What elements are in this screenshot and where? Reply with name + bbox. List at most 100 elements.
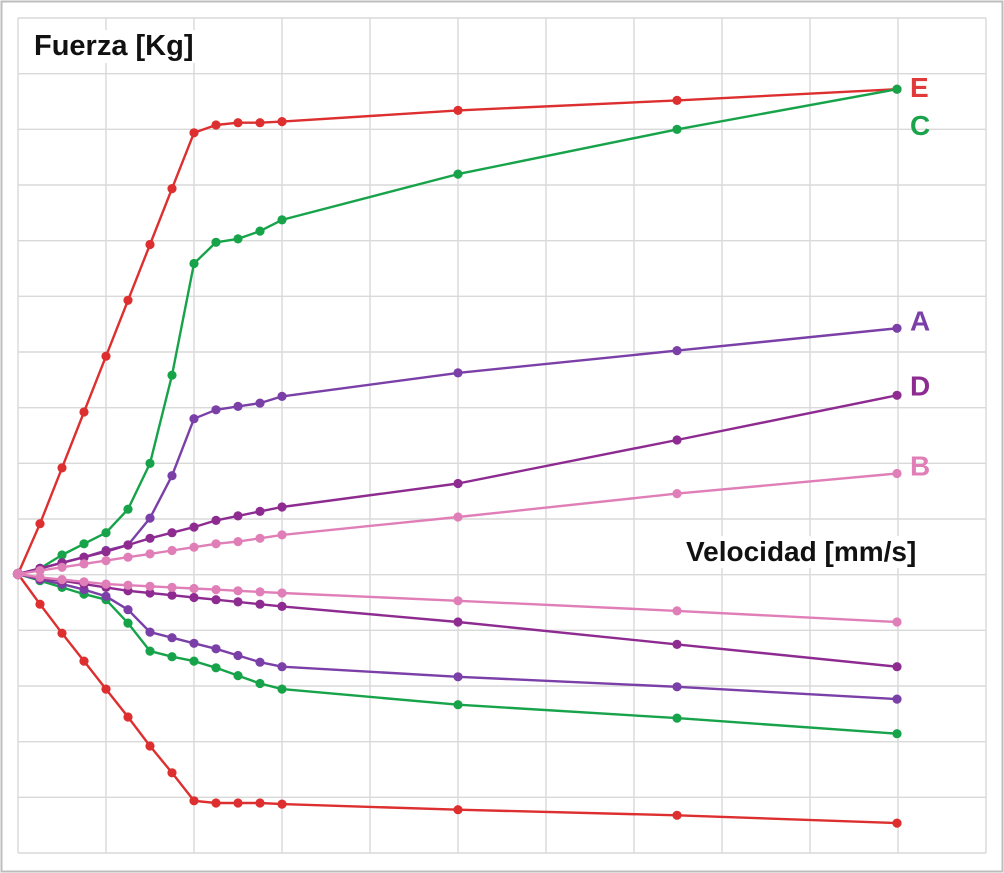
series-E-lower-point [57,628,67,638]
series-A-lower-point [167,633,177,643]
series-E-upper-point [167,184,177,194]
series-D-upper-point [233,511,243,521]
series-A-lower-point [101,591,111,601]
series-B-lower-point [167,582,177,593]
series-D-lower-point [453,617,463,627]
series-E-upper-point [57,463,67,473]
series-B-lower-point [57,575,67,585]
series-C-lower-point [167,652,177,662]
series-D-lower-line [17,572,898,668]
series-D-upper-point [123,540,133,550]
series-C-upper-line [17,88,898,576]
series-D-upper-line [17,394,898,576]
series-B-lower-point [453,596,463,606]
series-A-upper-point [453,368,463,378]
series-A-lower-point [211,644,221,654]
series-D-lower-point [145,588,155,598]
x-axis-label: Velocidad [mm/s] [684,536,919,568]
series-E-upper-point [189,128,199,138]
series-D-upper-point [211,515,221,526]
series-E-upper-point [211,120,221,130]
series-D-upper-point [167,528,177,538]
series-D-upper-point [255,506,265,516]
series-A-upper-point [145,513,155,523]
series-C-upper-point [211,237,221,247]
series-B-lower-point [101,579,111,589]
series-B-upper-point [35,566,45,576]
series-D-upper-point [453,478,463,489]
series-A-lower-point [255,657,265,667]
series-B-upper-point [255,533,265,543]
series-A-lower-point [892,694,902,704]
series-A-lower-point [145,627,155,637]
series-E-lower-point [672,810,682,820]
series-A-lower-point [277,662,287,672]
series-C-lower-point [892,729,902,739]
series-A-upper-point [167,471,177,481]
series-C-upper-point [145,458,155,468]
series-E-upper-point [277,117,287,127]
series-C-lower-point [123,618,133,628]
series-C-upper-point [255,226,265,236]
series-D-lower-point [167,590,177,600]
series-E-lower-point [255,798,265,808]
series-C-upper-point [167,370,177,380]
series-E-lower-point [123,712,133,722]
series-C-lower-point [672,713,682,723]
series-A-lower-line [17,572,898,701]
series-B-upper-point [123,552,133,562]
series-E-upper-point [453,105,463,115]
series-D-lower-point [892,662,902,672]
series-A-upper-point [189,414,199,424]
series-E-lower-point [453,805,463,815]
series-C-lower-point [145,646,155,656]
series-B-upper-point [167,545,177,556]
series-C-upper-point [57,550,67,560]
series-A-upper-point [277,391,287,401]
series-B-upper-point [892,468,902,479]
series-D-upper-point [892,390,902,400]
series-E-lower-point [211,798,221,808]
series-A-upper-point [211,405,221,415]
series-label-E: E [910,72,929,103]
series-A-lower-point [453,672,463,682]
series-E-upper-point [79,407,89,417]
series-B-lower-point [35,572,45,583]
series-D-upper-point [672,435,682,445]
series-B-lower-point [892,617,902,627]
series-C-upper-point [453,169,463,179]
series-B-lower-line [17,572,898,624]
series-A-upper-point [233,401,243,411]
series-C-upper-point [672,124,682,134]
series-D-lower-point [211,595,221,605]
series-C-lower-point [255,678,265,689]
series-C-lower-point [233,671,243,681]
series-E-lower-point [101,684,111,694]
series-C-lower-point [453,700,463,710]
series-D-upper-point [101,547,111,557]
series-D-lower-point [277,601,287,612]
series-B-lower-point [672,606,682,616]
series-B-lower-point [255,587,265,597]
series-A-upper-point [255,398,265,408]
y-axis-label: Fuerza [Kg] [32,30,196,63]
series-label-A: A [910,305,930,336]
series-E-upper-point [255,118,265,128]
series-label-C: C [910,110,930,141]
series-B-lower-point [79,577,89,587]
series-B-lower-point [145,581,155,591]
series-D-upper-point [79,552,89,562]
series-C-upper-point [233,234,243,244]
series-E-lower-point [233,798,243,808]
series-A-lower-point [233,650,243,661]
series-C-lower-point [277,684,287,694]
series-D-upper-point [189,522,199,532]
series-B-lower-point [189,583,199,594]
series-E-upper-point [233,118,243,128]
series-B-upper-point [145,549,155,559]
series-B-lower-point [277,588,287,598]
series-E-upper-point [123,295,133,305]
series-C-upper-point [101,528,111,538]
series-D-lower-point [255,599,265,609]
